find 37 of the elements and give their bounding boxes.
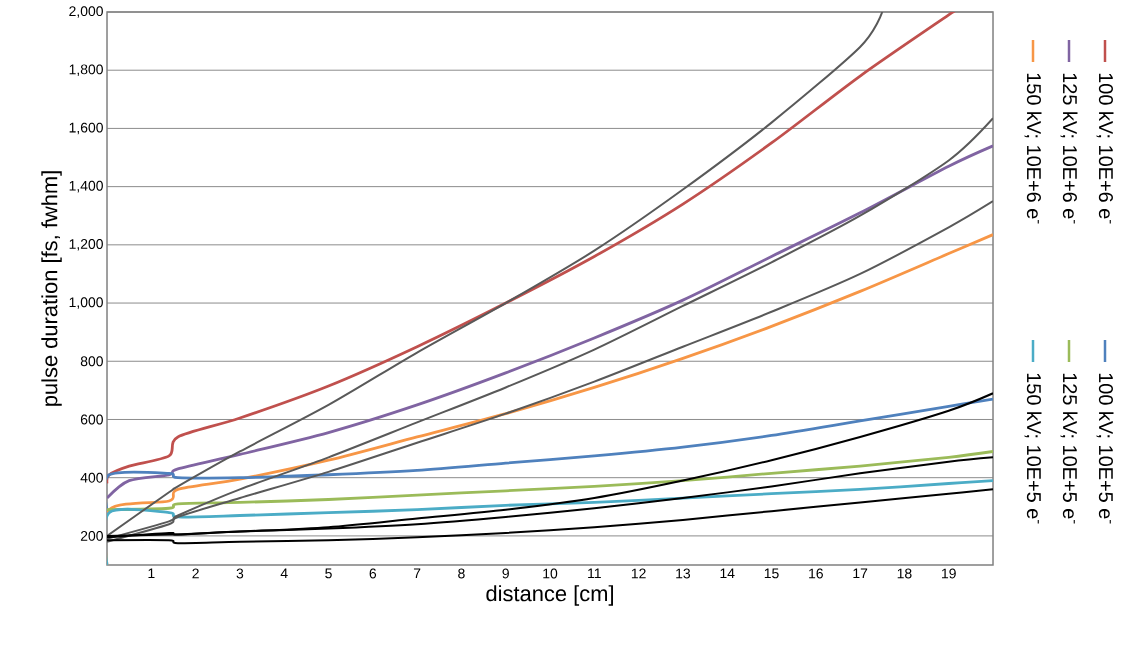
y-tick-label: 1,800 bbox=[69, 64, 103, 76]
x-tick-label: 3 bbox=[236, 568, 244, 579]
x-axis-title: distance [cm] bbox=[486, 585, 613, 606]
y-tick-label: 400 bbox=[80, 472, 103, 483]
legend-label: 150 kV; 10E+6 e$^{-}$ bbox=[1024, 73, 1042, 224]
x-tick-label: 11 bbox=[588, 568, 601, 579]
y-tick-label: 1,600 bbox=[69, 122, 103, 135]
x-tick-label: 2 bbox=[192, 568, 199, 579]
y-tick-label: 600 bbox=[80, 414, 103, 425]
y-tick-label: 800 bbox=[80, 356, 103, 367]
x-tick-label: 4 bbox=[280, 568, 288, 579]
x-tick-label: 17 bbox=[853, 568, 868, 579]
x-tick-label: 16 bbox=[809, 568, 823, 579]
x-tick-label: 12 bbox=[631, 568, 646, 579]
legend-label: 125 kV; 10E+5 e$^{-}$ bbox=[1060, 373, 1078, 524]
x-tick-label: 19 bbox=[942, 568, 956, 579]
x-tick-label: 5 bbox=[325, 568, 332, 579]
legend-label: 150 kV; 10E+5 e$^{-}$ bbox=[1024, 373, 1042, 524]
x-tick-label: 9 bbox=[502, 568, 509, 579]
legend-label: 100 kV; 10E+5 e$^{-}$ bbox=[1096, 373, 1114, 524]
x-tick-label: 18 bbox=[897, 568, 912, 579]
legend-label: 100 kV; 10E+6 e$^{-}$ bbox=[1096, 73, 1114, 224]
y-tick-label: 1,200 bbox=[69, 239, 103, 251]
legend-label: 125 kV; 10E+6 e$^{-}$ bbox=[1060, 73, 1078, 224]
x-tick-label: 15 bbox=[764, 568, 779, 579]
x-tick-label: 6 bbox=[369, 568, 377, 579]
y-tick-label: 1,400 bbox=[69, 180, 103, 193]
x-tick-label: 7 bbox=[413, 568, 421, 579]
x-tick-label: 10 bbox=[543, 568, 558, 579]
y-tick-label: 1,000 bbox=[69, 297, 103, 309]
y-axis-title: pulse duration [fs, fwhm] bbox=[41, 171, 62, 406]
y-tick-label: 2,000 bbox=[69, 6, 103, 18]
y-tick-label: 200 bbox=[80, 530, 103, 541]
x-tick-label: 13 bbox=[676, 568, 691, 579]
x-tick-label: 14 bbox=[720, 568, 735, 579]
x-tick-label: 1 bbox=[148, 568, 155, 579]
x-tick-label: 8 bbox=[458, 568, 465, 579]
